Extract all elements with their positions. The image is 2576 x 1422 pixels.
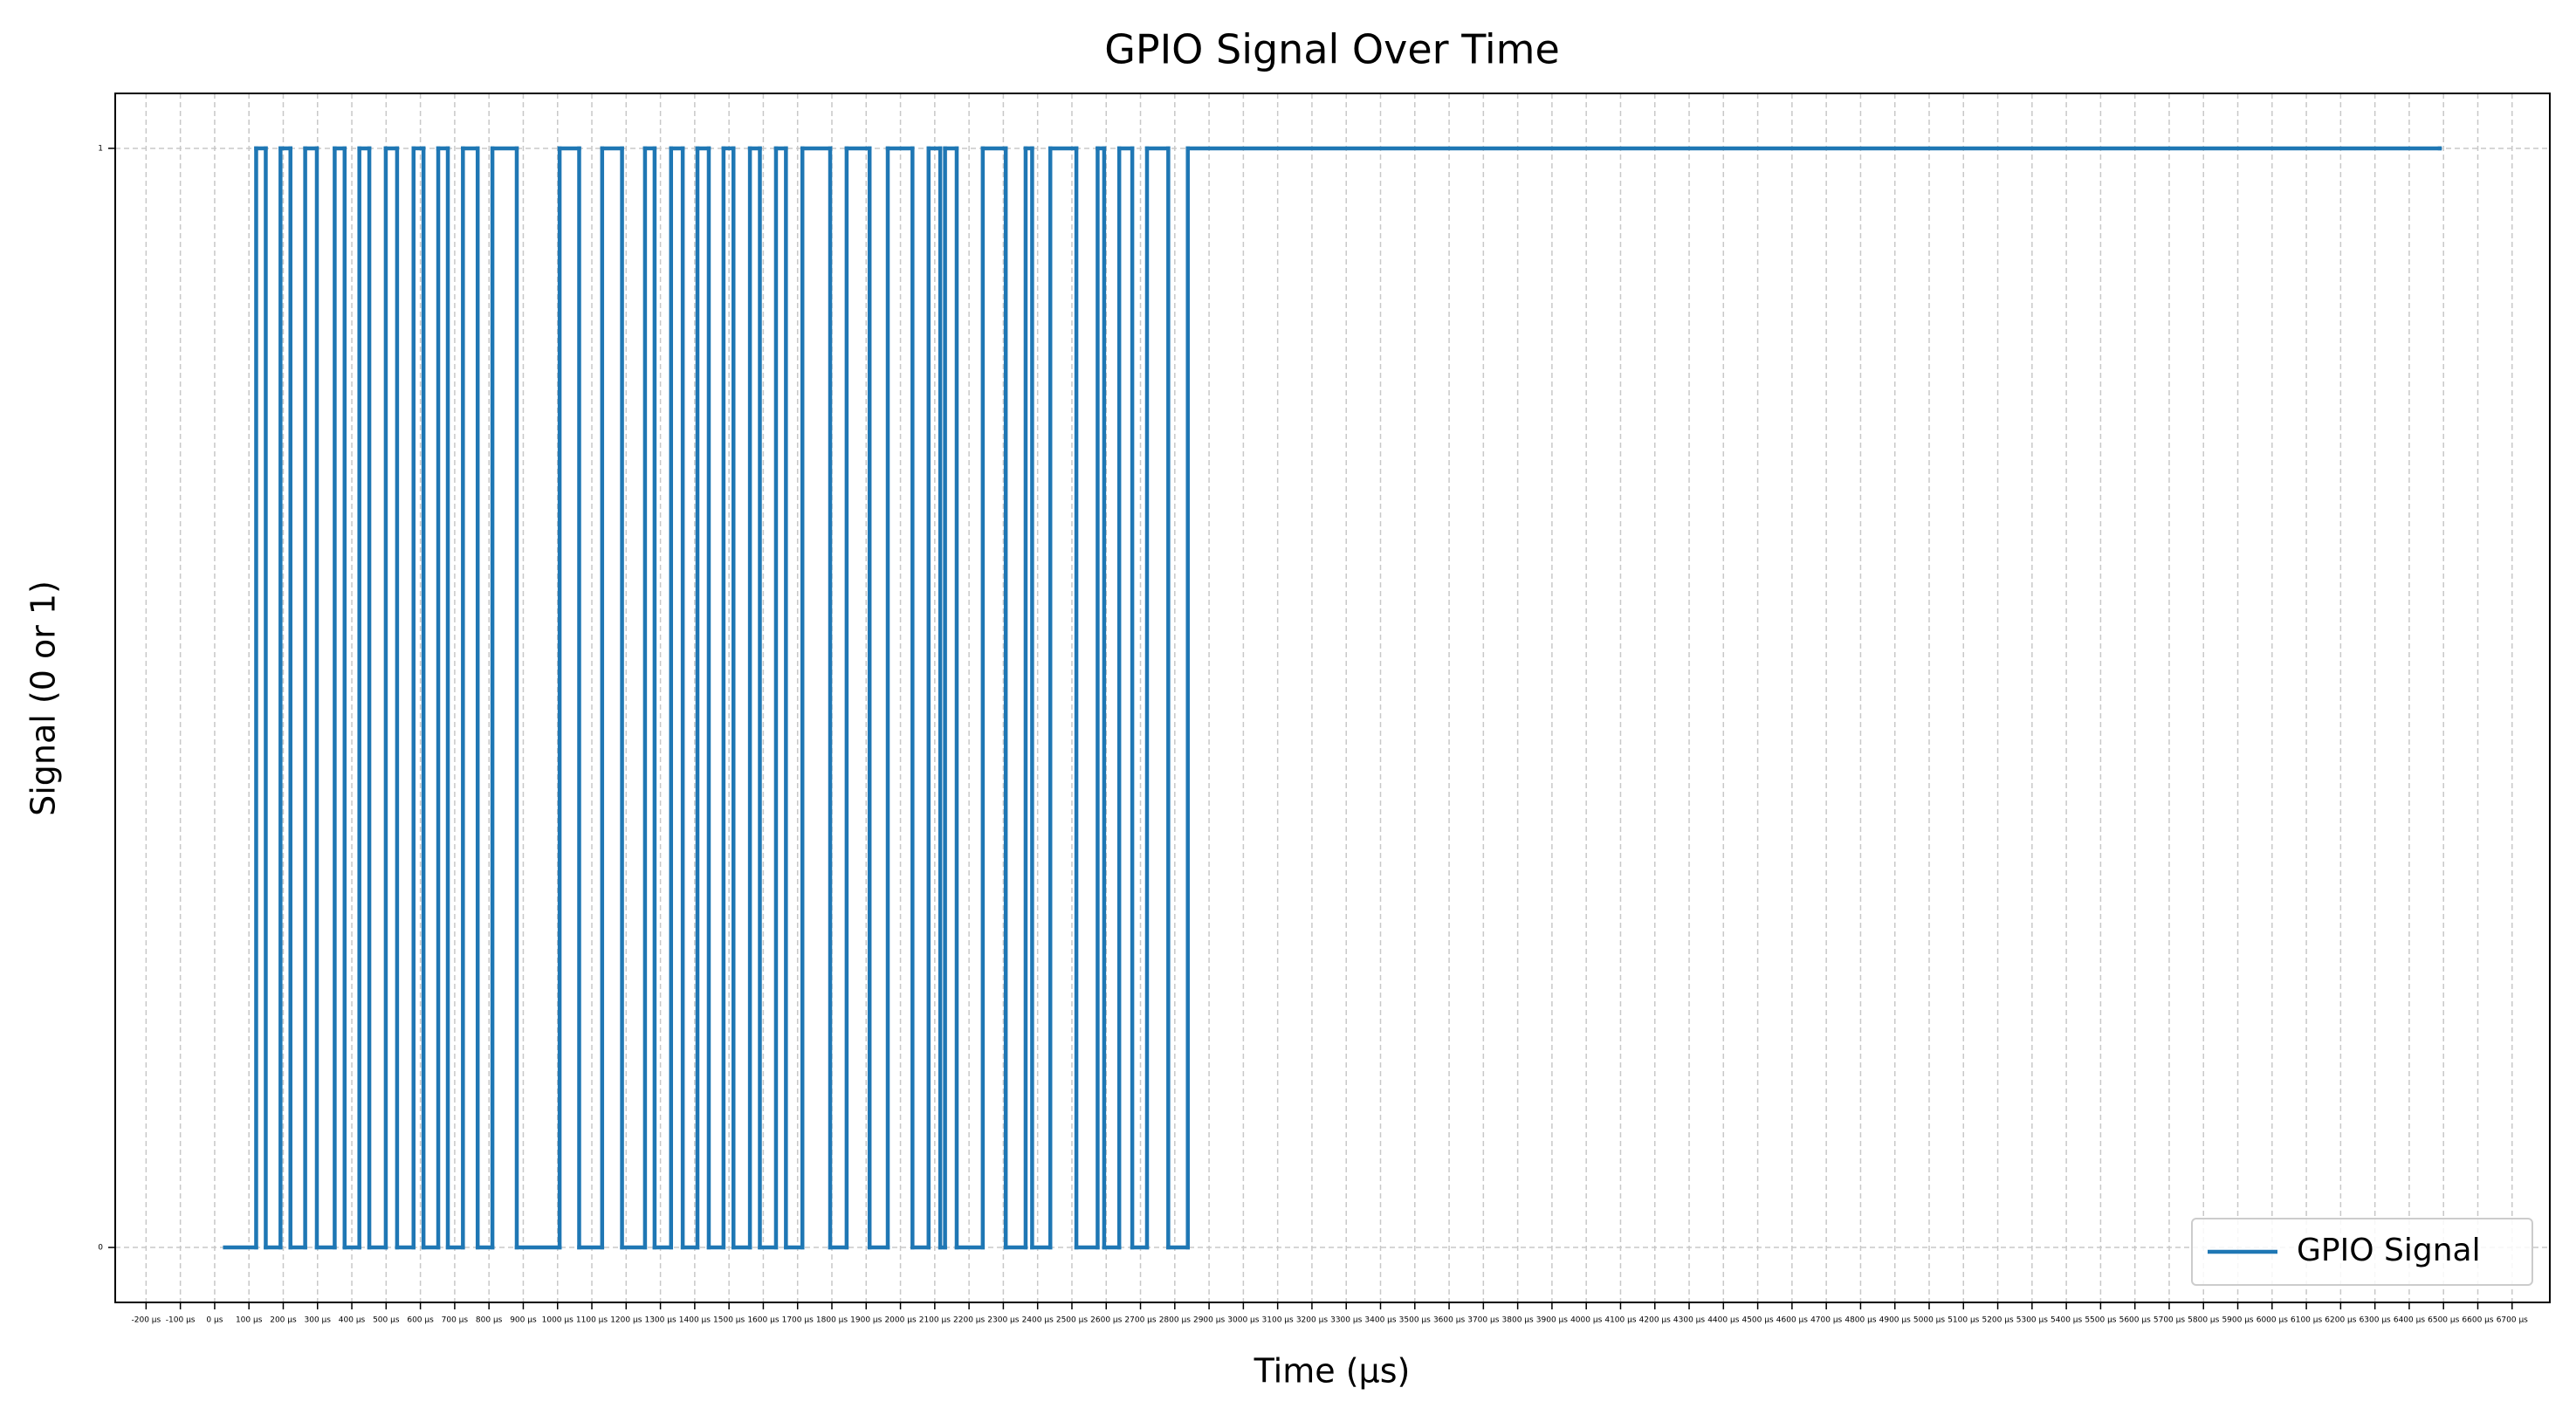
y-axis-label: Signal (0 or 1) [24, 580, 63, 816]
x-tick-label: 5500 µs [2085, 1316, 2116, 1325]
x-tick-label: 5300 µs [2016, 1316, 2048, 1325]
x-tick-label: 4300 µs [1673, 1316, 1705, 1325]
x-tick-label: 1000 µs [542, 1316, 574, 1325]
y-tick-label: 0 [98, 1244, 103, 1253]
x-tick-label: 800 µs [476, 1316, 503, 1325]
x-tick-label: 2000 µs [884, 1316, 916, 1325]
x-tick-label: 4000 µs [1570, 1316, 1602, 1325]
x-tick-label: 5000 µs [1913, 1316, 1945, 1325]
x-tick-label: 3000 µs [1227, 1316, 1259, 1325]
x-tick-label: 0 µs [206, 1316, 223, 1325]
x-tick-label: 2200 µs [953, 1316, 985, 1325]
x-tick-label: 3500 µs [1399, 1316, 1431, 1325]
y-tick-label: 1 [98, 144, 103, 153]
x-tick-label: 2800 µs [1159, 1316, 1191, 1325]
x-tick-label: 300 µs [305, 1316, 332, 1325]
x-tick-label: 1900 µs [850, 1316, 882, 1325]
x-tick-label: -200 µs [132, 1316, 161, 1325]
x-tick-label: 3700 µs [1467, 1316, 1499, 1325]
legend-box [2191, 1218, 2533, 1286]
x-tick-label: 6200 µs [2325, 1316, 2356, 1325]
x-tick-label: 6300 µs [2360, 1316, 2391, 1325]
x-tick-label: 3100 µs [1262, 1316, 1294, 1325]
x-tick-label: 100 µs [236, 1316, 263, 1325]
x-tick-label: 900 µs [510, 1316, 537, 1325]
x-tick-label: 1800 µs [816, 1316, 848, 1325]
legend-label: GPIO Signal [2297, 1233, 2481, 1268]
x-tick-label: 200 µs [270, 1316, 297, 1325]
x-tick-label: 400 µs [339, 1316, 366, 1325]
x-tick-label: -100 µs [166, 1316, 196, 1325]
x-tick-label: 3200 µs [1296, 1316, 1328, 1325]
x-tick-label: 6600 µs [2462, 1316, 2493, 1325]
x-tick-label: 4900 µs [1879, 1316, 1911, 1325]
x-tick-label: 3300 µs [1330, 1316, 1362, 1325]
x-tick-label: 5200 µs [1982, 1316, 2013, 1325]
x-tick-label: 5900 µs [2222, 1316, 2253, 1325]
x-tick-label: 4400 µs [1707, 1316, 1739, 1325]
series [223, 146, 2442, 1250]
x-tick-label: 5100 µs [1947, 1316, 1979, 1325]
x-tick-label: 6000 µs [2257, 1316, 2288, 1325]
x-tick-label: 5700 µs [2154, 1316, 2185, 1325]
x-tick-label: 5800 µs [2188, 1316, 2219, 1325]
x-tick-label: 2700 µs [1124, 1316, 1156, 1325]
x-tick-label: 4700 µs [1810, 1316, 1842, 1325]
plot-area [115, 93, 2550, 1302]
x-tick-label: 500 µs [373, 1316, 400, 1325]
x-tick-label: 600 µs [407, 1316, 434, 1325]
x-tick-label: 4800 µs [1844, 1316, 1876, 1325]
x-axis-label: Time (µs) [1254, 1352, 1411, 1391]
x-tick-label: 1700 µs [782, 1316, 814, 1325]
x-tick-label: 2900 µs [1193, 1316, 1225, 1325]
chart-title: GPIO Signal Over Time [1104, 26, 1560, 73]
x-tick-label: 4600 µs [1776, 1316, 1808, 1325]
x-tick-label: 2400 µs [1022, 1316, 1054, 1325]
x-tick-label: 2500 µs [1056, 1316, 1088, 1325]
x-tick-label: 1600 µs [747, 1316, 779, 1325]
x-tick-label: 1200 µs [610, 1316, 642, 1325]
x-tick-label: 4500 µs [1741, 1316, 1773, 1325]
x-tick-label: 2600 µs [1090, 1316, 1122, 1325]
x-tick-label: 2300 µs [987, 1316, 1019, 1325]
x-tick-label: 4200 µs [1639, 1316, 1671, 1325]
x-tick-label: 6100 µs [2291, 1316, 2322, 1325]
x-tick-label: 6400 µs [2394, 1316, 2425, 1325]
x-tick-label: 5600 µs [2119, 1316, 2151, 1325]
x-tick-label: 3600 µs [1433, 1316, 1465, 1325]
x-tick-label: 1500 µs [713, 1316, 745, 1325]
x-tick-label: 1100 µs [576, 1316, 608, 1325]
x-tick-label: 2100 µs [919, 1316, 951, 1325]
x-tick-label: 6500 µs [2428, 1316, 2459, 1325]
x-tick-label: 1400 µs [679, 1316, 711, 1325]
x-tick-label: 6700 µs [2497, 1316, 2528, 1325]
x-tick-label: 1300 µs [644, 1316, 676, 1325]
x-tick-label: 4100 µs [1604, 1316, 1636, 1325]
x-tick-label: 5400 µs [2050, 1316, 2082, 1325]
x-tick-label: 3900 µs [1536, 1316, 1568, 1325]
x-tick-label: 3800 µs [1502, 1316, 1534, 1325]
x-tick-label: 3400 µs [1364, 1316, 1396, 1325]
x-tick-label: 700 µs [442, 1316, 469, 1325]
plot-frame [114, 93, 2551, 1303]
